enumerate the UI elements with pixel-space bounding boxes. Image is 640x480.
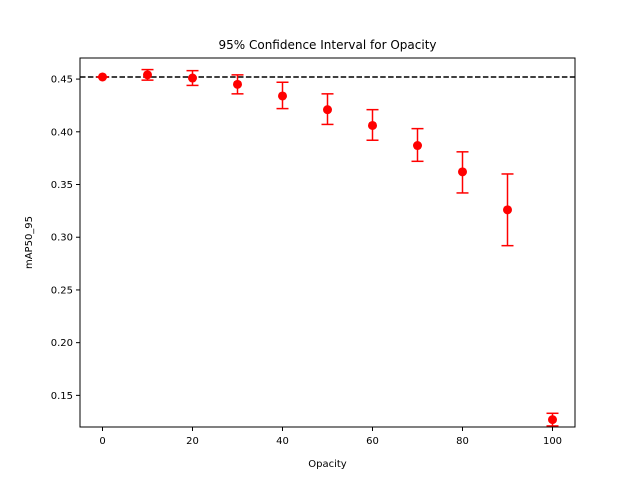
data-point-group bbox=[141, 68, 154, 81]
data-point-group bbox=[321, 93, 334, 126]
data-point bbox=[233, 79, 242, 89]
data-point-group bbox=[231, 74, 244, 95]
x-tick-label: 100 bbox=[543, 436, 562, 447]
data-point bbox=[413, 141, 422, 151]
x-tick-label: 40 bbox=[276, 436, 289, 447]
data-point bbox=[98, 72, 107, 82]
chart-title: 95% Confidence Interval for Opacity bbox=[218, 38, 436, 52]
x-tick-label: 20 bbox=[186, 436, 199, 447]
data-point-group bbox=[456, 151, 469, 194]
data-point bbox=[368, 120, 377, 130]
data-point-group bbox=[276, 81, 289, 110]
y-tick-label: 0.25 bbox=[51, 285, 73, 296]
data-point-group bbox=[96, 72, 109, 82]
y-axis: 0.15 0.20 0.25 0.30 0.35 0.40 0.45 bbox=[51, 75, 80, 402]
data-point bbox=[503, 205, 512, 215]
x-tick-label: 80 bbox=[456, 436, 469, 447]
data-point bbox=[278, 91, 287, 101]
data-point bbox=[458, 167, 467, 177]
data-point bbox=[143, 70, 152, 80]
y-tick-label: 0.20 bbox=[51, 338, 73, 349]
x-tick-label: 60 bbox=[366, 436, 379, 447]
x-axis: 0 20 40 60 80 100 bbox=[99, 427, 562, 447]
x-axis-label: Opacity bbox=[308, 459, 347, 470]
y-axis-label: mAP50_95 bbox=[24, 216, 35, 269]
data-point-group bbox=[501, 173, 514, 247]
data-point-group bbox=[546, 412, 559, 427]
y-tick-label: 0.15 bbox=[51, 391, 73, 402]
x-tick-label: 0 bbox=[99, 436, 105, 447]
data-point-group bbox=[411, 127, 424, 163]
y-tick-label: 0.30 bbox=[51, 233, 73, 244]
data-point bbox=[323, 105, 332, 115]
data-point-group bbox=[366, 108, 379, 141]
y-tick-label: 0.40 bbox=[51, 127, 73, 138]
data-point bbox=[188, 73, 197, 83]
plot-frame bbox=[79, 57, 576, 428]
data-point-group bbox=[186, 69, 199, 87]
y-tick-label: 0.45 bbox=[51, 75, 73, 86]
y-tick-label: 0.35 bbox=[51, 180, 73, 191]
data-point bbox=[548, 415, 557, 425]
